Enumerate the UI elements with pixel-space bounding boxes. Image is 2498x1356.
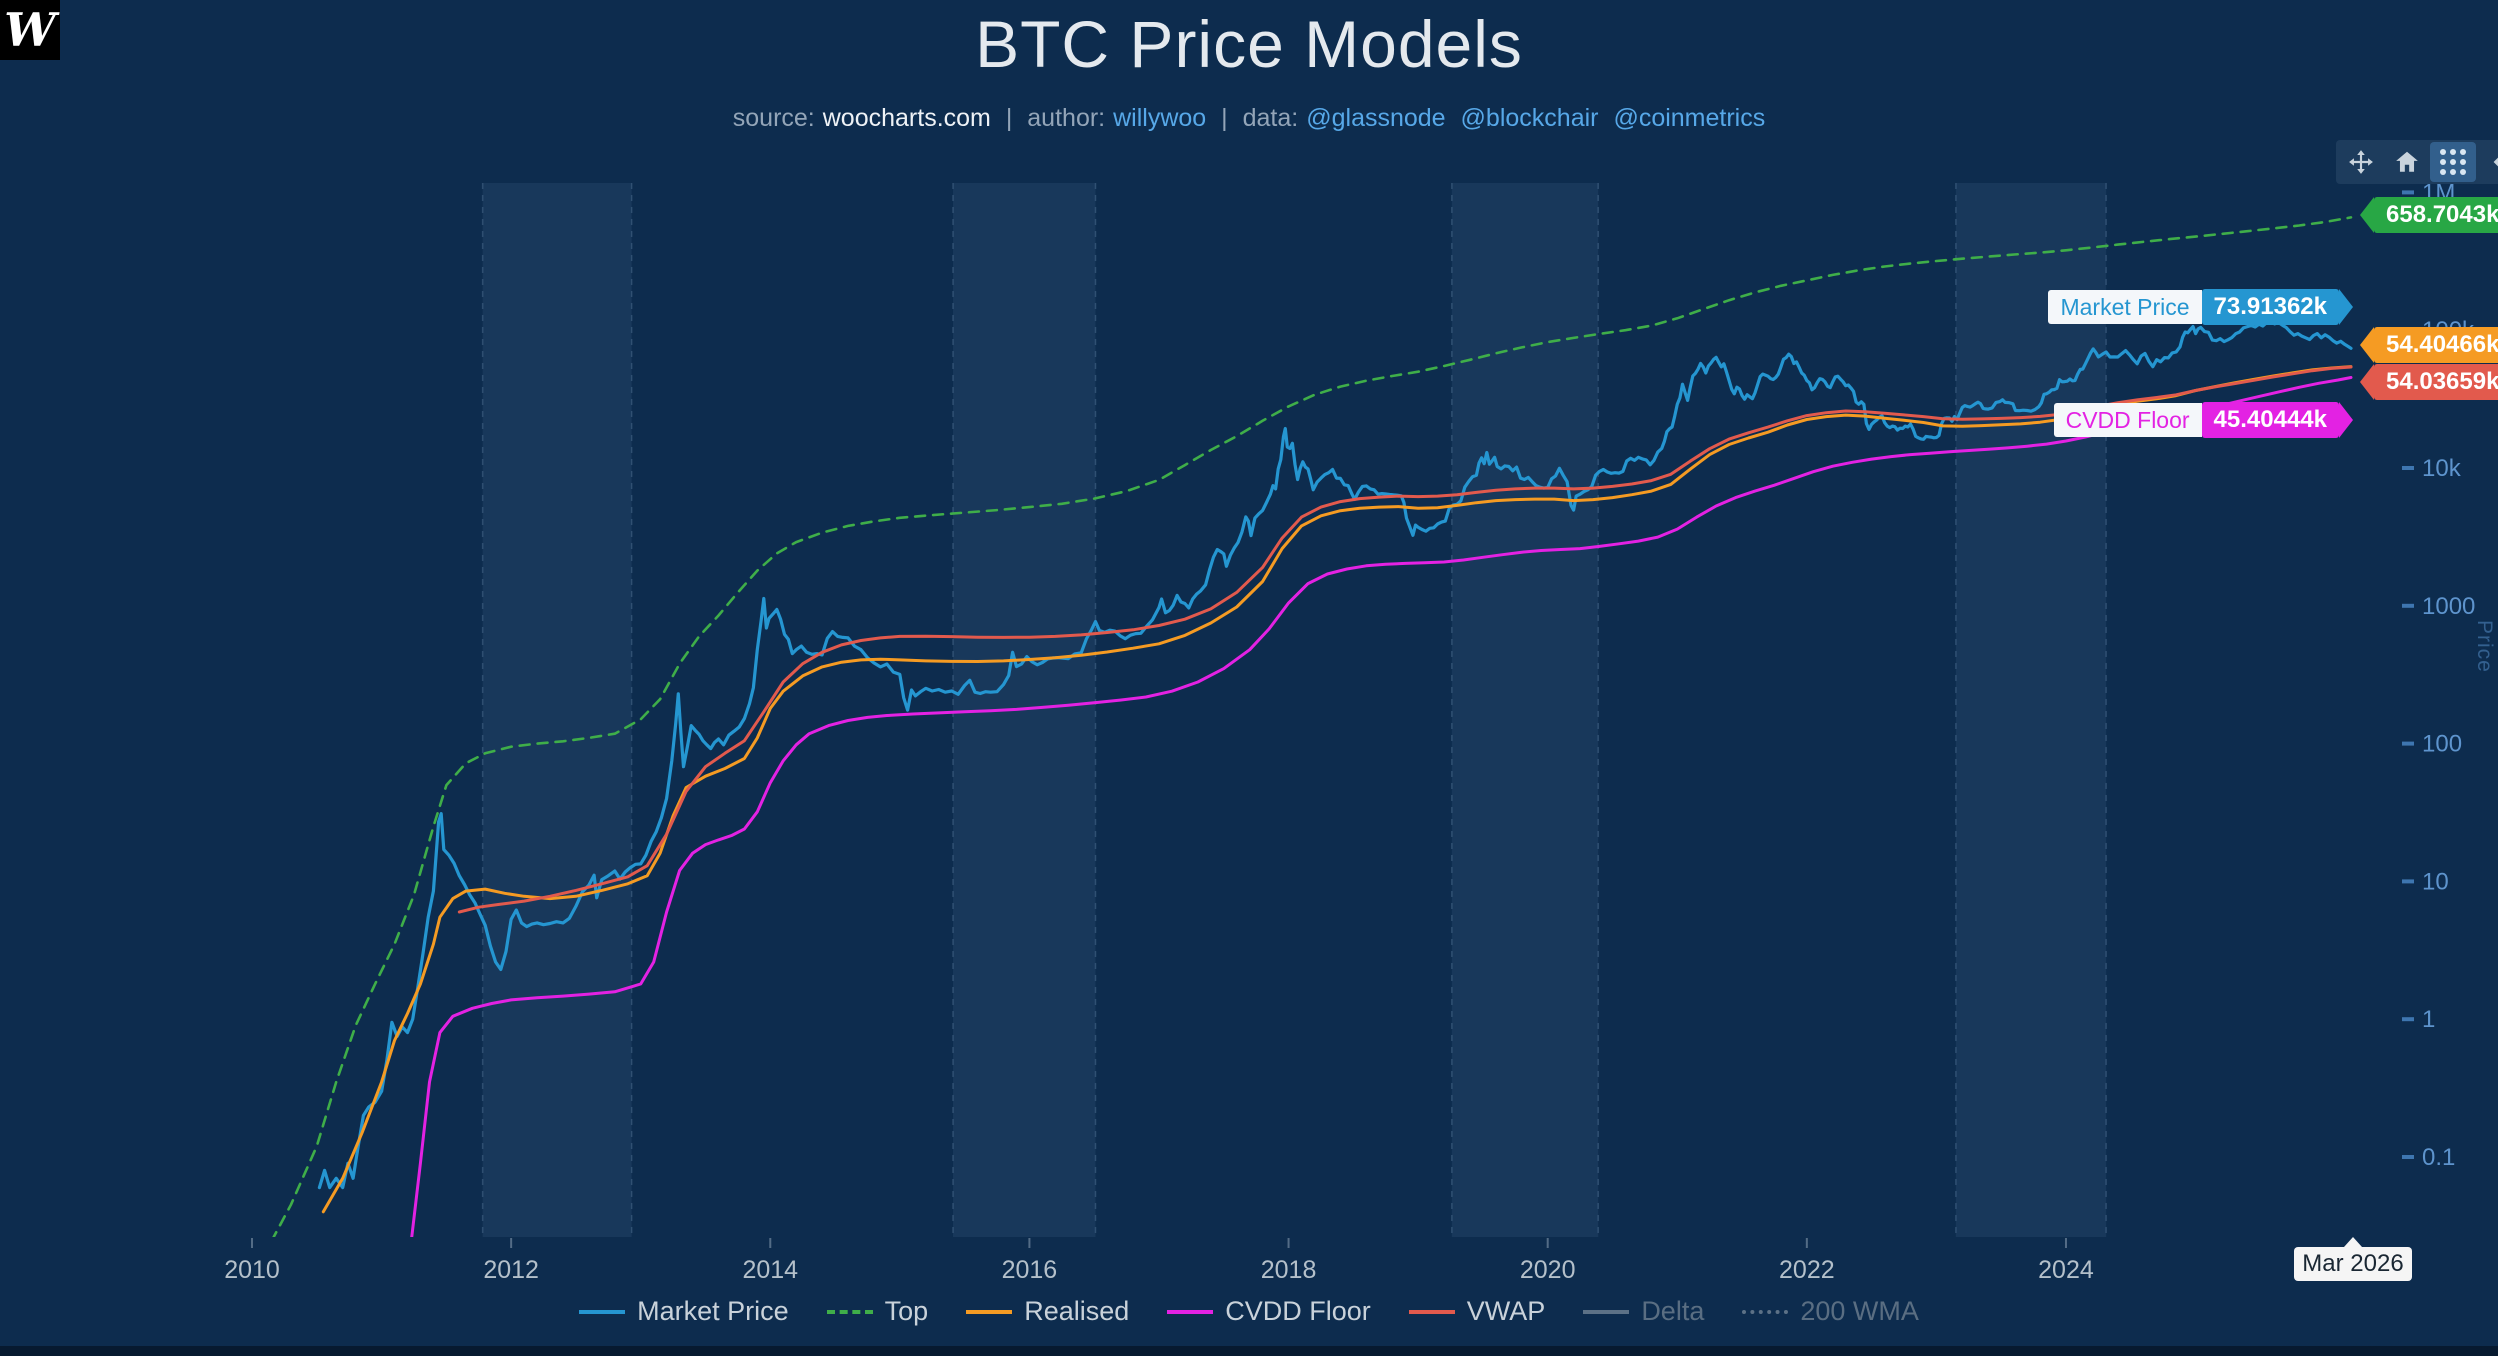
legend-item-cvdd-floor[interactable]: CVDD Floor: [1167, 1296, 1371, 1327]
author-label: author:: [1027, 104, 1106, 132]
legend-label: Delta: [1641, 1296, 1705, 1326]
x-tick-label: 2024: [2038, 1256, 2094, 1284]
author-link[interactable]: willywoo: [1113, 104, 1207, 132]
legend-item-top[interactable]: Top: [826, 1296, 929, 1327]
crosshair-date-label: Mar 2026: [2294, 1237, 2412, 1281]
legend-sample-line: [826, 1309, 873, 1314]
home-icon: [2394, 149, 2420, 175]
x-tick-label: 2012: [483, 1256, 539, 1284]
x-tick-label: 2020: [1520, 1256, 1576, 1284]
legend-sample-line: [1742, 1309, 1789, 1314]
woocharts-logo[interactable]: W: [0, 0, 60, 60]
source-label: source:: [732, 104, 815, 132]
data-label: data:: [1242, 104, 1299, 132]
apps-grid-icon: [2440, 149, 2446, 155]
legend-sample-line: [1167, 1309, 1214, 1314]
x-tick-label: 2014: [742, 1256, 798, 1284]
legend-sample-line: [1408, 1309, 1455, 1314]
x-tick-label: 2022: [1779, 1256, 1835, 1284]
y-tick-label: 1M: [2422, 179, 2455, 206]
legend-sample-line: [966, 1309, 1013, 1314]
x-tick-label: 2010: [224, 1256, 280, 1284]
y-tick-label: 1000: [2422, 593, 2475, 620]
legend-item-realised[interactable]: Realised: [966, 1296, 1129, 1327]
legend-label: Realised: [1024, 1296, 1130, 1326]
chart-legend: Market Price Top Realised CVDD Floor VWAP Del…: [0, 1296, 2498, 1327]
separator: |: [1221, 104, 1228, 132]
legend-label: 200 WMA: [1800, 1296, 1919, 1326]
legend-item-vwap[interactable]: VWAP: [1408, 1296, 1546, 1327]
pan-tool-button[interactable]: [2338, 142, 2384, 182]
y-tick-mark: [2402, 741, 2414, 746]
y-tick-mark: [2402, 328, 2414, 333]
bottom-strip: [0, 1346, 2498, 1356]
series-cvdd-floor: [410, 376, 2353, 1237]
glassnode-link[interactable]: @glassnode: [1306, 104, 1446, 132]
legend-sample-line: [1583, 1309, 1630, 1314]
y-axis-title: Price: [2473, 620, 2496, 673]
y-tick-label: 1: [2422, 1006, 2435, 1033]
crosshair-date-text: Mar 2026: [2302, 1250, 2404, 1277]
logo-letter: W: [4, 3, 56, 57]
y-tick-label: 100: [2422, 731, 2462, 758]
source-link[interactable]: woocharts.com: [822, 104, 991, 132]
y-tick-mark: [2402, 190, 2414, 195]
y-tick-label: 100k: [2422, 317, 2475, 344]
y-tick-label: 0.1: [2422, 1144, 2455, 1171]
y-tick-mark: [2402, 466, 2414, 470]
y-tick-mark: [2402, 879, 2414, 884]
more-tools-button[interactable]: [2476, 142, 2498, 182]
pan-icon: [2348, 149, 2374, 175]
y-tick-mark: [2402, 603, 2414, 608]
crosshair-caret-icon: [2344, 1237, 2362, 1247]
legend-sample-line: [579, 1309, 626, 1314]
legend-label: Top: [884, 1296, 929, 1326]
chevron-left-icon: [2486, 149, 2498, 175]
chart-toolbar: [2336, 140, 2498, 184]
legend-label: CVDD Floor: [1225, 1296, 1371, 1326]
cycle-band: [1451, 183, 1599, 1237]
apps-grid-button[interactable]: [2430, 142, 2476, 182]
legend-label: VWAP: [1466, 1296, 1546, 1326]
blockchair-link[interactable]: @blockchair: [1460, 104, 1599, 132]
y-tick-label: 10: [2422, 868, 2449, 895]
subtitle: source: woocharts.com | author: willywoo |…: [0, 104, 2498, 133]
y-tick-mark: [2402, 1155, 2414, 1159]
legend-label: Market Price: [637, 1296, 789, 1326]
x-tick-label: 2018: [1261, 1256, 1317, 1284]
series-market-price: [317, 319, 2353, 1190]
series-top: [272, 216, 2353, 1237]
separator: |: [1005, 104, 1013, 132]
series-realised: [321, 365, 2353, 1214]
y-tick-label: 10k: [2422, 455, 2462, 482]
page-title: BTC Price Models: [975, 7, 1523, 81]
legend-item-market-price[interactable]: Market Price: [579, 1296, 789, 1327]
cycle-band: [482, 183, 632, 1237]
coinmetrics-link[interactable]: @coinmetrics: [1613, 104, 1766, 132]
legend-item-200-wma[interactable]: 200 WMA: [1742, 1296, 1919, 1327]
home-reset-button[interactable]: [2384, 142, 2430, 182]
legend-item-delta[interactable]: Delta: [1583, 1296, 1704, 1327]
cycle-band: [1955, 183, 2107, 1237]
y-tick-mark: [2402, 1017, 2414, 1022]
x-tick-label: 2016: [1002, 1256, 1058, 1284]
